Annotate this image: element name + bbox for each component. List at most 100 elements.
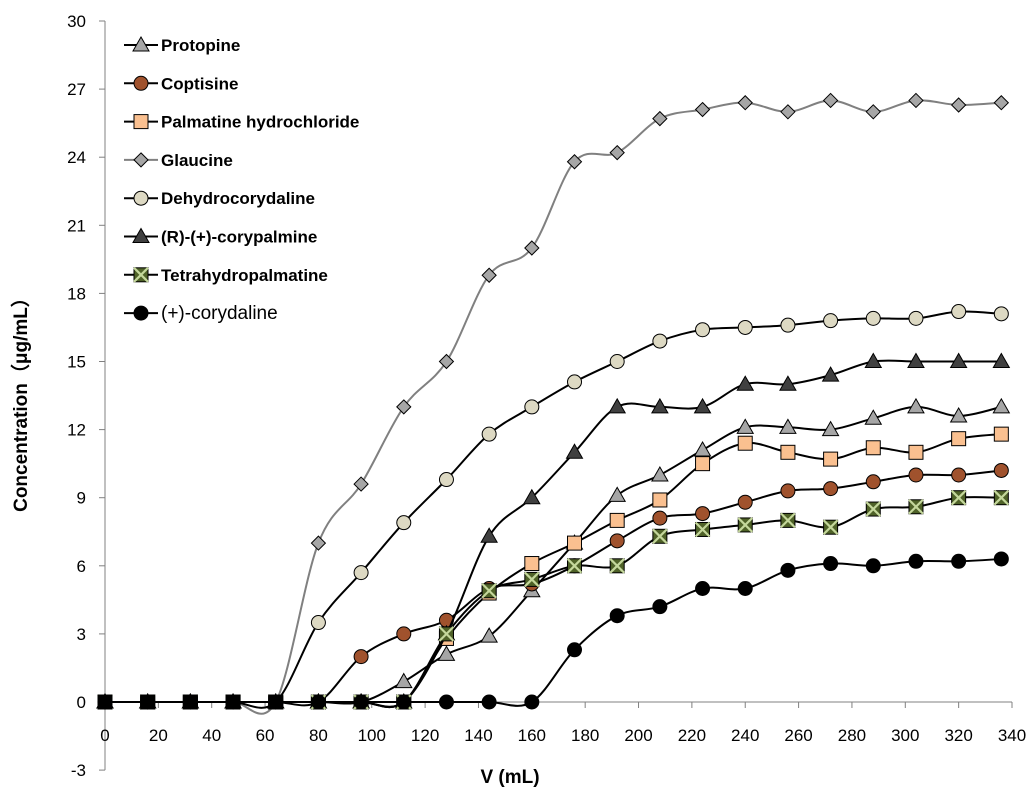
- legend-marker: [133, 190, 149, 206]
- data-point: [736, 418, 755, 434]
- y-tick-label: 12: [67, 421, 86, 440]
- data-point: [524, 556, 540, 572]
- data-point: [609, 558, 625, 574]
- y-axis-ticks: -3 0 3 6 9 12 15 18 21 24 27 30: [67, 12, 105, 780]
- legend-label: Palmatine hydrochloride: [161, 113, 359, 132]
- x-tick-label: 100: [358, 726, 386, 745]
- data-point: [780, 444, 796, 460]
- data-point: [865, 104, 881, 120]
- y-tick-label: 6: [77, 557, 86, 576]
- data-point: [480, 627, 499, 643]
- series-glaucine: [97, 92, 1010, 715]
- x-tick-label: 300: [891, 726, 919, 745]
- x-tick-label: 200: [624, 726, 652, 745]
- y-tick-label: 21: [67, 216, 86, 235]
- axes: [104, 21, 1012, 771]
- data-point: [438, 353, 455, 370]
- data-point: [951, 431, 967, 447]
- data-point: [481, 267, 497, 283]
- data-point: [950, 97, 967, 113]
- data-point: [823, 556, 839, 572]
- data-point: [736, 375, 755, 391]
- data-point: [522, 488, 541, 505]
- data-point: [907, 352, 925, 368]
- data-point: [737, 517, 754, 533]
- y-tick-label: 15: [67, 353, 86, 372]
- data-point: [865, 474, 881, 490]
- data-point: [694, 521, 711, 538]
- data-point: [864, 352, 883, 368]
- series-tetrahydropalmatine: [97, 489, 1010, 710]
- data-point: [652, 599, 668, 615]
- legend-label: Tetrahydropalmatine: [161, 266, 328, 285]
- data-point: [864, 409, 883, 425]
- data-point: [949, 352, 968, 368]
- series-line: [104, 359, 1002, 709]
- data-point: [394, 672, 413, 689]
- x-tick-label: 140: [464, 726, 492, 745]
- data-point: [737, 319, 753, 335]
- data-point: [524, 694, 540, 710]
- data-point: [481, 426, 497, 442]
- legend-marker: [133, 305, 149, 321]
- legend-item: Palmatine hydrochloride: [124, 113, 359, 132]
- series-coptisine: [97, 462, 1009, 710]
- data-point: [907, 397, 925, 414]
- x-tick-label: 40: [202, 726, 221, 745]
- data-point: [737, 435, 753, 451]
- y-tick-label: 3: [77, 625, 86, 644]
- data-point: [565, 443, 584, 459]
- legend-marker: [133, 114, 149, 130]
- y-tick-label: -3: [71, 761, 86, 780]
- data-point: [993, 551, 1009, 567]
- data-point: [693, 441, 712, 457]
- data-point: [823, 451, 839, 467]
- data-point: [908, 553, 924, 569]
- data-point: [140, 694, 156, 710]
- data-point: [780, 562, 796, 578]
- data-point: [737, 581, 753, 596]
- data-point: [396, 515, 412, 531]
- data-point: [865, 558, 881, 574]
- x-tick-label: 240: [731, 726, 759, 745]
- y-tick-label: 18: [67, 284, 86, 303]
- x-tick-label: 180: [571, 726, 599, 745]
- data-point: [908, 310, 924, 326]
- legend: Protopine Coptisine Palmatine hydrochlorid…: [124, 35, 359, 324]
- legend-item: Protopine: [124, 35, 240, 55]
- y-axis-title: Concentration（μg/mL）: [9, 288, 32, 512]
- data-point: [780, 483, 796, 499]
- data-point: [695, 322, 711, 338]
- data-point: [908, 467, 924, 483]
- data-point: [396, 626, 412, 642]
- data-point: [182, 694, 198, 710]
- data-point: [438, 626, 455, 642]
- legend-marker: [133, 75, 149, 91]
- series-layer: [96, 92, 1011, 715]
- y-tick-label: 27: [67, 80, 86, 99]
- legend-label: Dehydrocorydaline: [161, 189, 315, 208]
- x-tick-label: 60: [256, 726, 275, 745]
- data-point: [567, 642, 583, 658]
- data-point: [225, 694, 241, 710]
- data-point: [993, 489, 1010, 506]
- y-tick-label: 9: [77, 489, 86, 508]
- data-point: [652, 528, 668, 545]
- data-point: [609, 533, 625, 549]
- y-tick-label: 24: [67, 148, 86, 167]
- data-point: [780, 104, 796, 120]
- legend-marker: [132, 227, 150, 243]
- data-point: [480, 527, 499, 543]
- series-dehydrocorydaline: [97, 304, 1009, 710]
- data-point: [608, 397, 627, 414]
- data-point: [823, 481, 839, 497]
- data-point: [651, 397, 669, 414]
- legend-marker: [132, 35, 150, 52]
- data-point: [651, 465, 669, 482]
- data-point: [822, 519, 839, 535]
- x-tick-label: 340: [998, 726, 1026, 745]
- data-point: [609, 144, 625, 161]
- x-tick-label: 120: [411, 726, 439, 745]
- data-point: [821, 420, 840, 437]
- data-point: [695, 456, 711, 472]
